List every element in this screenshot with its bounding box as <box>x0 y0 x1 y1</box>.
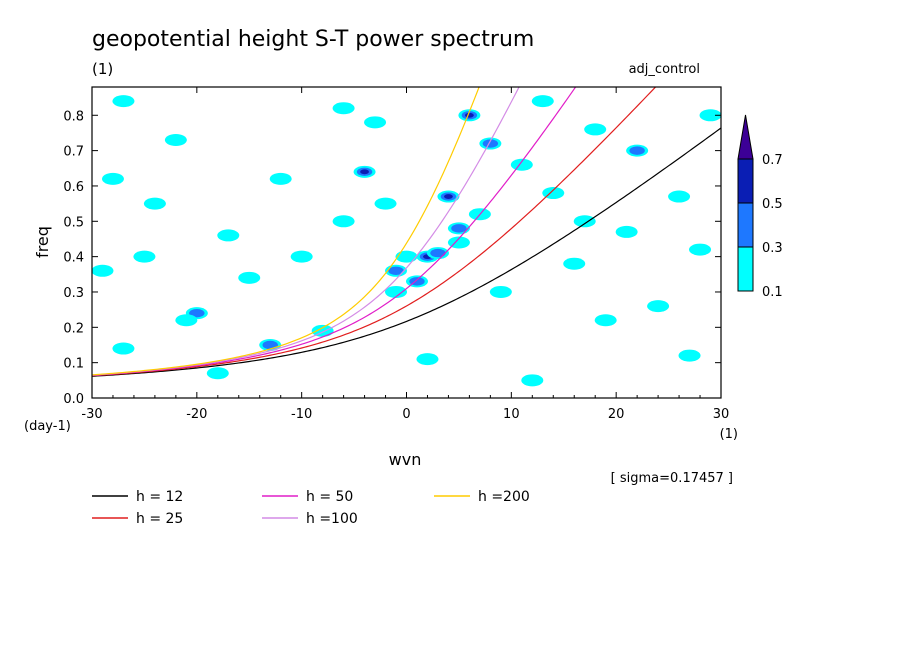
shaded-patch-1-level-1 <box>164 134 187 147</box>
shaded-patch-35-level-1 <box>563 257 586 270</box>
y-tick-label-2: 0.2 <box>63 321 84 336</box>
shaded-patch-41-level-1 <box>668 190 691 203</box>
shaded-patch-27-level-1 <box>447 236 470 249</box>
curve-h-50 <box>92 87 577 376</box>
shaded-patch-2-level-1 <box>101 172 124 185</box>
colorbar-label-0: 0.1 <box>762 285 783 300</box>
x-tick-label-4: 10 <box>503 407 520 422</box>
shaded-patch-3-level-1 <box>143 197 166 210</box>
shaded-patch-7-level-1 <box>175 314 198 327</box>
chart-subtitle-right: adj_control <box>629 62 700 77</box>
y-tick-label-0: 0.0 <box>63 392 84 407</box>
y-tick-label-3: 0.3 <box>63 286 84 301</box>
shaded-patch-44-level-1 <box>699 109 721 122</box>
legend-label-h-200: h =200 <box>478 489 530 505</box>
legend-label-h-100: h =100 <box>306 511 358 527</box>
dispersion-curves <box>92 87 721 377</box>
colorbar: 0.1 0.3 0.5 0.7 <box>737 114 783 300</box>
legend: h = 12 h = 25 h = 50 h =100 h =200 <box>92 489 530 527</box>
shaded-patch-46-level-1 <box>416 353 439 366</box>
shaded-patch-31-level-1 <box>489 285 512 298</box>
curve-h-12 <box>92 127 721 377</box>
chart-subtitle-left: (1) <box>92 60 113 78</box>
legend-label-h-12: h = 12 <box>136 489 183 505</box>
curve-h-200 <box>92 87 480 376</box>
shaded-patch-40-level-1 <box>647 300 670 313</box>
curve-h-25 <box>92 87 657 377</box>
shaded-patch-8-level-1 <box>112 342 135 355</box>
shaded-patch-14-level-1 <box>311 324 334 337</box>
shaded-patch-13-level-1 <box>290 250 313 263</box>
x-tick-label-5: 20 <box>608 407 625 422</box>
shaded-patch-26-level-2 <box>451 224 467 233</box>
shaded-patch-49-level-1 <box>573 215 596 228</box>
colorbar-extension <box>737 114 754 160</box>
shaded-patch-16-level-3 <box>360 169 369 175</box>
shaded-contour-layer <box>92 95 721 387</box>
x-tick-label-6: 30 <box>713 407 730 422</box>
colorbar-segment-0 <box>737 246 754 292</box>
colorbar-label-1: 0.3 <box>762 241 783 256</box>
colorbar-segment-2 <box>737 158 754 204</box>
shaded-patch-43-level-1 <box>689 243 712 256</box>
y-tick-label-6: 0.6 <box>63 180 84 195</box>
shaded-patch-4-level-1 <box>133 250 156 263</box>
shaded-patch-48-level-1 <box>332 215 355 228</box>
y-tick-label-8: 0.8 <box>63 109 84 124</box>
shaded-patch-45-level-1 <box>206 367 229 380</box>
shaded-patch-12-level-1 <box>269 172 292 185</box>
x-tick-label-3: 0 <box>402 407 410 422</box>
shaded-patch-39-level-2 <box>629 146 645 155</box>
colorbar-label-3: 0.7 <box>762 153 783 168</box>
shaded-patch-21-level-1 <box>395 250 418 263</box>
shaded-patch-37-level-1 <box>594 314 617 327</box>
shaded-patch-15-level-1 <box>332 102 355 115</box>
chart-title: geopotential height S-T power spectrum <box>92 27 534 52</box>
y-axis-label: freq <box>33 226 52 258</box>
legend-label-h-25: h = 25 <box>136 511 183 527</box>
shaded-patch-6-level-2 <box>189 308 205 318</box>
y-tick-label-4: 0.4 <box>63 251 84 266</box>
shaded-patch-30-level-2 <box>482 139 499 148</box>
y-tick-label-7: 0.7 <box>63 145 84 160</box>
shaded-patch-9-level-1 <box>217 229 240 242</box>
shaded-patch-18-level-1 <box>374 197 397 210</box>
shaded-patch-24-level-2 <box>430 248 446 258</box>
x-axis-label: wvn <box>389 450 422 469</box>
shaded-patch-17-level-1 <box>364 116 387 129</box>
shaded-patch-10-level-1 <box>238 271 261 284</box>
shaded-patch-47-level-1 <box>521 374 544 387</box>
colorbar-segment-1 <box>737 202 754 248</box>
axes: -30 -20 -10 0 10 20 30 0.0 0.1 0.2 0.3 0.4 0.5 0.6 0.7… <box>63 87 729 422</box>
x-axis-unit: (1) <box>720 427 738 442</box>
y-tick-label-5: 0.5 <box>63 215 84 230</box>
x-tick-label-0: -30 <box>81 407 102 422</box>
shaded-patch-28-level-3 <box>465 112 474 118</box>
shaded-patch-33-level-1 <box>531 95 554 108</box>
shaded-patch-20-level-2 <box>388 266 404 275</box>
curve-h-100 <box>92 87 520 376</box>
shaded-patch-0-level-1 <box>112 95 135 108</box>
colorbar-label-2: 0.5 <box>762 197 783 212</box>
sigma-annotation: [ sigma=0.17457 ] <box>611 471 733 486</box>
x-tick-label-1: -20 <box>186 407 207 422</box>
y-axis-unit: (day-1) <box>24 419 71 434</box>
shaded-patch-5-level-1 <box>92 264 114 277</box>
shaded-patch-19-level-1 <box>385 285 408 298</box>
shaded-patch-42-level-1 <box>678 349 701 362</box>
shaded-patch-36-level-1 <box>584 123 607 136</box>
shaded-patch-11-level-2 <box>262 340 278 350</box>
x-tick-label-2: -10 <box>291 407 312 422</box>
shaded-patch-32-level-1 <box>510 158 533 171</box>
y-tick-label-1: 0.1 <box>63 357 84 372</box>
shaded-patch-25-level-3 <box>444 194 453 199</box>
shaded-patch-38-level-1 <box>615 225 638 238</box>
legend-label-h-50: h = 50 <box>306 489 353 505</box>
